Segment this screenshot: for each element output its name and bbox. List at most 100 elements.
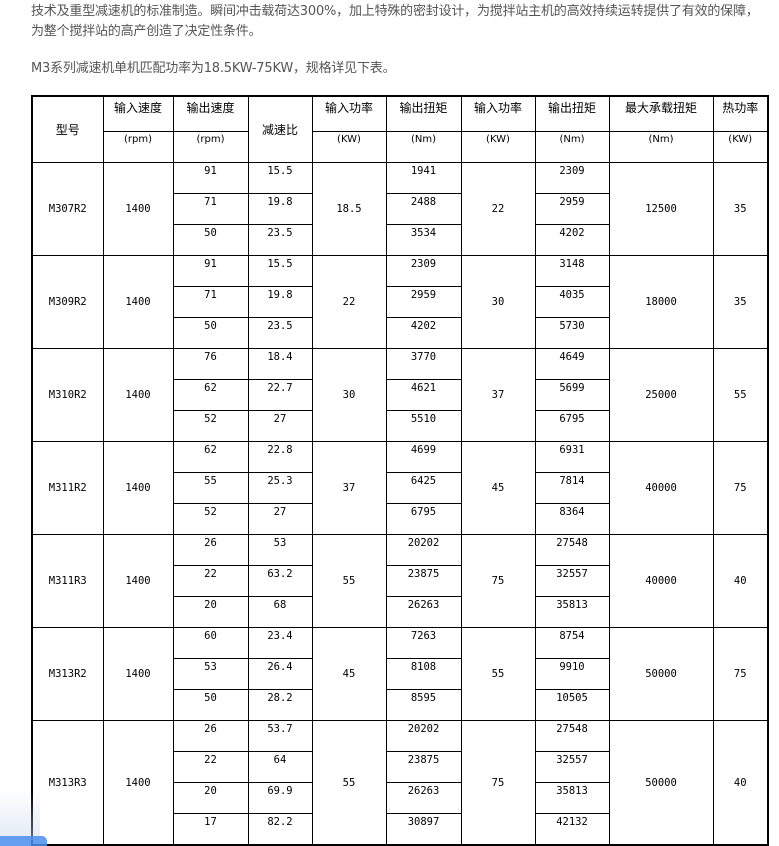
table-row: 71 19.8 2959 4035 (32, 286, 768, 318)
ratio-cell: 18.4 (247, 348, 313, 380)
output-speed-cell: 53 (172, 658, 249, 690)
output-torque-2-cell: 27548 (534, 720, 610, 752)
input-speed-cell: 1400 (102, 441, 174, 535)
output-torque-2-cell: 4649 (534, 348, 610, 380)
output-torque-cell: 23875 (385, 751, 462, 783)
table-row: 50 28.2 8595 10505 (32, 689, 768, 721)
output-speed-cell: 50 (172, 317, 249, 349)
output-torque-cell: 26263 (385, 596, 462, 628)
output-speed-cell: 52 (172, 503, 249, 535)
output-speed-cell: 26 (172, 534, 249, 566)
table-row: 52 27 5510 6795 (32, 410, 768, 442)
output-torque-cell: 3534 (385, 224, 462, 256)
header-input-power: 输入功率 (311, 95, 387, 132)
unit-input-power-2: (KW) (460, 131, 536, 163)
output-torque-cell: 2309 (385, 255, 462, 287)
input-speed-cell: 1400 (102, 627, 174, 721)
model-cell: M310R2 (31, 348, 104, 442)
unit-output-torque-2: (Nm) (534, 131, 610, 163)
input-power-2-cell: 75 (460, 720, 536, 846)
output-speed-cell: 50 (172, 224, 249, 256)
ratio-cell: 15.5 (247, 162, 313, 194)
output-torque-2-cell: 8754 (534, 627, 610, 659)
ratio-cell: 19.8 (247, 286, 313, 318)
table-row: M313R3 1400 26 53.7 55 20202 75 27548 50000 40 (31, 720, 769, 846)
output-torque-2-cell: 4035 (534, 286, 610, 318)
output-torque-cell: 5510 (385, 410, 462, 442)
header-output-torque-2: 输出扭矩 (534, 95, 610, 132)
output-torque-cell: 20202 (385, 534, 462, 566)
output-torque-2-cell: 2309 (534, 162, 610, 194)
thermal-power-cell: 55 (712, 348, 769, 442)
output-torque-cell: 6425 (385, 472, 462, 504)
output-speed-cell: 71 (172, 286, 249, 318)
max-torque-cell: 12500 (608, 162, 714, 256)
header-max-torque: 最大承载扭矩 (608, 95, 714, 132)
output-torque-2-cell: 7814 (534, 472, 610, 504)
header-output-torque: 输出扭矩 (385, 95, 462, 132)
table-row: 62 22.7 4621 5699 (32, 379, 768, 411)
input-power-2-cell: 45 (460, 441, 536, 535)
unit-thermal-power: (KW) (712, 131, 769, 163)
ratio-cell: 53 (247, 534, 313, 566)
table-body: M307R2 1400 91 15.5 18.5 1941 22 2309 12500 35 71 1… (31, 162, 769, 846)
output-torque-2-cell: 32557 (534, 751, 610, 783)
table-row: 20 69.9 26263 35813 (32, 782, 768, 814)
model-cell: M313R2 (31, 627, 104, 721)
output-torque-cell: 8595 (385, 689, 462, 721)
model-cell: M311R3 (31, 534, 104, 628)
ratio-cell: 22.7 (247, 379, 313, 411)
input-power-2-cell: 75 (460, 534, 536, 628)
output-speed-cell: 22 (172, 565, 249, 597)
output-torque-2-cell: 42132 (534, 813, 610, 846)
unit-input-speed: (rpm) (102, 131, 174, 163)
model-cell: M311R2 (31, 441, 104, 535)
output-speed-cell: 50 (172, 689, 249, 721)
table-row: 52 27 6795 8364 (32, 503, 768, 535)
output-torque-cell: 30897 (385, 813, 462, 846)
table-row: 17 82.2 30897 42132 (32, 813, 768, 846)
spec-intro-text: M3系列减速机单机匹配功率为18.5KW-75KW，规格详见下表。 (31, 61, 396, 76)
max-torque-cell: 40000 (608, 441, 714, 535)
header-ratio: 减速比 (247, 95, 313, 163)
table-row: M309R2 1400 91 15.5 22 2309 30 3148 18000 35 (31, 255, 769, 349)
input-power-cell: 18.5 (311, 162, 387, 256)
max-torque-cell: 50000 (608, 627, 714, 721)
table-row: M311R2 1400 62 22.8 37 4699 45 6931 40000 75 (31, 441, 769, 535)
output-torque-cell: 1941 (385, 162, 462, 194)
shadow-decoration (0, 790, 40, 840)
unit-output-speed: (rpm) (172, 131, 249, 163)
output-torque-2-cell: 5699 (534, 379, 610, 411)
ratio-cell: 22.8 (247, 441, 313, 473)
max-torque-cell: 40000 (608, 534, 714, 628)
ratio-cell: 25.3 (247, 472, 313, 504)
header-input-speed: 输入速度 (102, 95, 174, 132)
ratio-cell: 27 (247, 503, 313, 535)
ratio-cell: 64 (247, 751, 313, 783)
output-torque-2-cell: 35813 (534, 782, 610, 814)
model-cell: M313R3 (31, 720, 104, 846)
output-speed-cell: 91 (172, 162, 249, 194)
floating-button-edge[interactable] (0, 836, 47, 846)
output-torque-2-cell: 32557 (534, 565, 610, 597)
output-torque-cell: 26263 (385, 782, 462, 814)
unit-max-torque: (Nm) (608, 131, 714, 163)
output-speed-cell: 55 (172, 472, 249, 504)
ratio-cell: 15.5 (247, 255, 313, 287)
input-power-cell: 55 (311, 720, 387, 846)
intro-paragraph-line-2: 为整个搅拌站的高产创造了决定性条件。 (31, 24, 262, 39)
input-power-cell: 45 (311, 627, 387, 721)
model-cell: M309R2 (31, 255, 104, 349)
input-power-2-cell: 22 (460, 162, 536, 256)
thermal-power-cell: 35 (712, 162, 769, 256)
output-torque-2-cell: 2959 (534, 193, 610, 225)
output-speed-cell: 91 (172, 255, 249, 287)
unit-row: (rpm) (rpm) (KW) (Nm) (KW) (Nm) (Nm) (KW… (32, 131, 769, 163)
output-speed-cell: 22 (172, 751, 249, 783)
output-torque-2-cell: 8364 (534, 503, 610, 535)
ratio-cell: 23.4 (247, 627, 313, 659)
output-torque-2-cell: 6931 (534, 441, 610, 473)
table-row: 53 26.4 8108 9910 (32, 658, 768, 690)
input-speed-cell: 1400 (102, 162, 174, 256)
output-torque-2-cell: 35813 (534, 596, 610, 628)
